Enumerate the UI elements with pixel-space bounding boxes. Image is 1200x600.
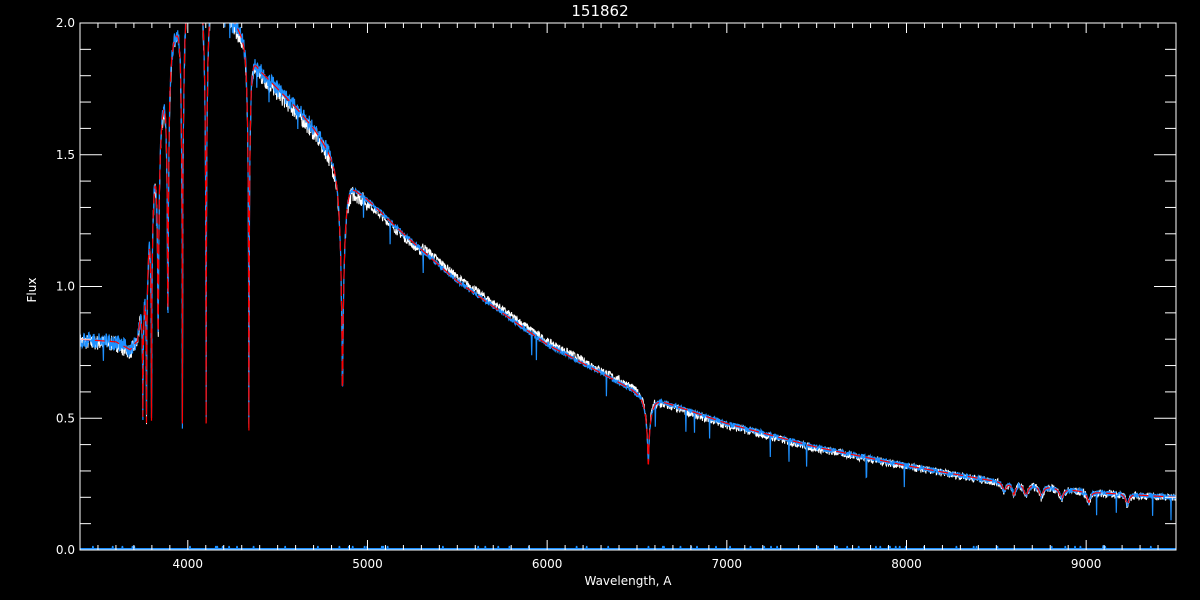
y-tick-label: 2.0 [56, 16, 75, 30]
y-tick-label: 0.5 [56, 411, 75, 425]
error-spectrum-line [80, 545, 1176, 550]
y-tick-label: 0.0 [56, 543, 75, 557]
x-tick-label: 5000 [352, 557, 383, 571]
chart-title: 151862 [571, 2, 629, 20]
model-spectrum-line [80, 23, 1176, 506]
plot-frame [79, 22, 1177, 551]
y-tick-label: 1.5 [56, 148, 75, 162]
x-tick-label: 9000 [1071, 557, 1102, 571]
x-tick-label: 7000 [712, 557, 743, 571]
x-tick-label: 8000 [891, 557, 922, 571]
blue-spectrum-line [80, 23, 1176, 521]
x-axis-label: Wavelength, A [584, 574, 672, 588]
observed-spectrum-line [80, 23, 1176, 508]
x-tick-label: 4000 [173, 557, 204, 571]
x-tick-label: 6000 [532, 557, 563, 571]
y-tick-label: 1.0 [56, 280, 75, 294]
